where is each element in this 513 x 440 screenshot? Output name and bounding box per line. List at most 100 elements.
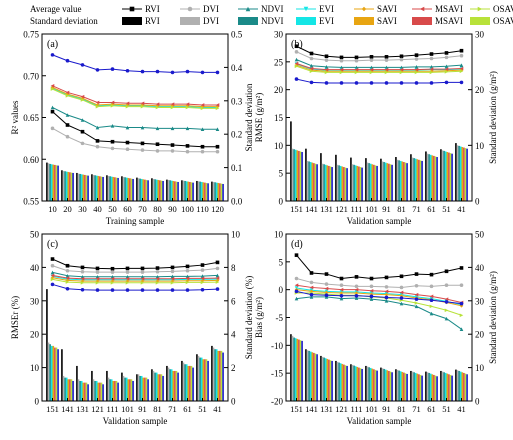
panel-d-y2tick-label: 50 — [475, 230, 485, 240]
panel-b-bar-msavi — [313, 163, 315, 201]
panel-d-bar-rvi — [365, 365, 367, 401]
panel-c-point-rvi — [170, 265, 175, 270]
panel-c-bar-rvi — [121, 372, 123, 401]
panel-d-bar-ndvi — [368, 367, 370, 401]
panel-c-y2tick-label: 4 — [231, 330, 236, 340]
panel-c-point-ndpi — [95, 288, 100, 292]
panel-c-bar-ndpi — [87, 384, 89, 401]
panel-d-bar-osavi — [374, 369, 377, 401]
panel-c-point-ndpi — [65, 286, 70, 291]
panel-d-point-dvi — [384, 285, 389, 289]
panel-c-bar-ndpi — [57, 349, 59, 401]
panel-d-bar-rvi — [320, 355, 322, 401]
panel-d-bar-evi — [384, 369, 387, 401]
panel-b-bar-ndvi — [353, 164, 355, 201]
panel-c-bar-ndvi — [184, 364, 186, 401]
legend-marker-ndvi — [245, 6, 251, 12]
panel-a-xtick-label: 80 — [153, 204, 162, 214]
panel-a-bar-savi — [112, 176, 115, 201]
panel-d-xtick-label: 81 — [397, 404, 406, 414]
panel-c-bar-osavi — [190, 365, 193, 401]
panel-b-point-dvi — [294, 50, 299, 54]
panel-a-bar-evi — [200, 181, 203, 201]
panel-d-point-rvi — [294, 253, 299, 257]
panel-c-point-savi — [95, 279, 100, 283]
panel-c-bar-ndpi — [222, 352, 224, 401]
panel-d-point-msavi — [369, 288, 374, 293]
panel-a-line-msavi — [52, 85, 218, 106]
panel-a-line-savi — [52, 86, 218, 108]
panel-c-point-dvi — [50, 263, 55, 268]
panel-c-point-rvi — [110, 266, 115, 271]
panel-d-bar-savi — [431, 374, 434, 401]
panel-b-ytick-label: 25 — [274, 57, 284, 67]
panel-c-point-ndpi — [140, 288, 145, 292]
panel-a-line-ndvi — [52, 107, 218, 130]
panel-d-point-ndpi — [324, 293, 329, 298]
panel-c-point-dvi — [110, 270, 115, 274]
panel-b-point-dvi — [354, 58, 359, 63]
panel-b-point-ndpi — [414, 81, 419, 85]
panel-d-line-ndpi — [296, 290, 462, 305]
panel-a-point-msavi — [50, 83, 55, 88]
panel-c-point-savi — [65, 278, 70, 283]
panel-b-bar-osavi — [329, 166, 332, 201]
panel-d-point-ndvi — [444, 316, 449, 321]
panel-a-bar-dvi — [137, 178, 140, 201]
panel-a-point-osavi — [95, 104, 100, 109]
panel-c-ytick-label: 50 — [30, 230, 40, 240]
panel-c-bar-ndvi — [109, 379, 111, 401]
panel-c-bar-evi — [95, 380, 98, 401]
panel-d-point-rvi — [444, 269, 449, 274]
panel-b-point-ndpi — [339, 81, 344, 85]
panel-b-y2tick-label: 20 — [475, 85, 485, 95]
panel-c-ytick-label: 0 — [35, 397, 40, 407]
panel-b-point-rvi — [354, 55, 359, 60]
panel-c-bar-savi — [217, 350, 220, 401]
panel-c-point-osavi — [125, 280, 130, 285]
legend-marker-rvi — [129, 6, 135, 12]
panel-d-point-ndpi — [294, 289, 299, 294]
panel-b-point-osavi — [309, 69, 314, 74]
panel-d-xtick-label: 61 — [427, 404, 436, 414]
panel-d-point-msavi — [414, 292, 419, 297]
panel-b-bar-ndpi — [421, 160, 423, 201]
panel-a-point-ndvi — [125, 125, 130, 130]
panel-b-xlabel: Validation sample — [347, 216, 412, 226]
panel-d-bar-evi — [324, 358, 327, 401]
panel-b-point-rvi — [369, 55, 374, 59]
panel-b-bar-evi — [444, 151, 447, 201]
panel-d-bar-msavi — [343, 364, 345, 401]
panel-b-bar-dvi — [426, 153, 429, 201]
panel-d-bar-dvi — [321, 356, 324, 401]
panel-d-bar-dvi — [396, 369, 399, 401]
panel-d-point-ndvi — [354, 296, 359, 300]
panel-b-label: (b) — [291, 39, 303, 50]
panel-a-y2tick-label: 0.2 — [231, 130, 242, 140]
panel-a-point-dvi — [170, 149, 175, 153]
panel-a-point-msavi — [170, 102, 175, 106]
panel-c-bar-msavi — [69, 379, 71, 401]
panel-d-bar-ndvi — [458, 370, 460, 401]
panel-d-bar-ndvi — [413, 372, 415, 401]
panel-d-point-msavi — [384, 289, 389, 294]
panel-d-point-dvi — [369, 284, 374, 289]
panel-b-point-osavi — [354, 70, 359, 75]
panel-c-xtick-label: 91 — [138, 404, 147, 414]
panel-a-bar-osavi — [190, 182, 193, 201]
panel-a-point-ndpi — [215, 70, 220, 75]
panel-c-bar-osavi — [220, 350, 223, 401]
panel-d-xtick-label: 121 — [335, 404, 348, 414]
panel-a-bar-ndpi — [72, 172, 74, 201]
panel-b-bar-evi — [369, 163, 372, 201]
panel-b-point-ndvi — [414, 65, 419, 69]
panel-a-point-msavi — [95, 100, 100, 105]
panel-a-point-rvi — [215, 144, 220, 149]
panel-d-point-ndpi — [399, 296, 404, 300]
panel-c-point-osavi — [200, 280, 205, 285]
panel-c-bar-ndvi — [124, 377, 126, 401]
panel-a-bar-ndvi — [49, 163, 51, 201]
panel-c-point-savi — [170, 279, 175, 283]
panel-a-bar-osavi — [205, 182, 208, 201]
panel-b-ytick-label: 30 — [274, 30, 284, 40]
